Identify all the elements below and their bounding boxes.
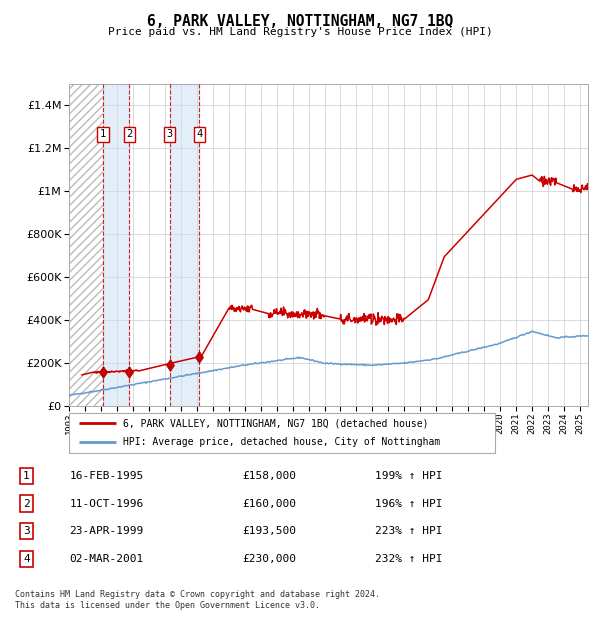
Text: 6, PARK VALLEY, NOTTINGHAM, NG7 1BQ (detached house): 6, PARK VALLEY, NOTTINGHAM, NG7 1BQ (det… (124, 418, 429, 428)
Text: 11-OCT-1996: 11-OCT-1996 (70, 498, 144, 508)
Text: 223% ↑ HPI: 223% ↑ HPI (375, 526, 442, 536)
Bar (170, 84, 199, 406)
Bar (103, 84, 130, 406)
Text: £230,000: £230,000 (242, 554, 296, 564)
Text: 232% ↑ HPI: 232% ↑ HPI (375, 554, 442, 564)
Text: HPI: Average price, detached house, City of Nottingham: HPI: Average price, detached house, City… (124, 438, 441, 448)
Text: £158,000: £158,000 (242, 471, 296, 480)
Text: 196% ↑ HPI: 196% ↑ HPI (375, 498, 442, 508)
Text: 1: 1 (23, 471, 30, 480)
Text: Contains HM Land Registry data © Crown copyright and database right 2024.
This d: Contains HM Land Registry data © Crown c… (15, 590, 380, 609)
Text: 3: 3 (23, 526, 30, 536)
Text: 16-FEB-1995: 16-FEB-1995 (70, 471, 144, 480)
Text: 1: 1 (100, 129, 106, 140)
Text: 4: 4 (196, 129, 203, 140)
Text: 23-APR-1999: 23-APR-1999 (70, 526, 144, 536)
Text: Price paid vs. HM Land Registry's House Price Index (HPI): Price paid vs. HM Land Registry's House … (107, 27, 493, 37)
Text: 02-MAR-2001: 02-MAR-2001 (70, 554, 144, 564)
Text: £193,500: £193,500 (242, 526, 296, 536)
Text: £160,000: £160,000 (242, 498, 296, 508)
Text: 2: 2 (126, 129, 133, 140)
Text: 4: 4 (23, 554, 30, 564)
Text: 2: 2 (23, 498, 30, 508)
Text: 3: 3 (167, 129, 173, 140)
Text: 6, PARK VALLEY, NOTTINGHAM, NG7 1BQ: 6, PARK VALLEY, NOTTINGHAM, NG7 1BQ (147, 14, 453, 29)
Text: 199% ↑ HPI: 199% ↑ HPI (375, 471, 442, 480)
Bar (69, 84, 103, 406)
FancyBboxPatch shape (69, 412, 494, 453)
